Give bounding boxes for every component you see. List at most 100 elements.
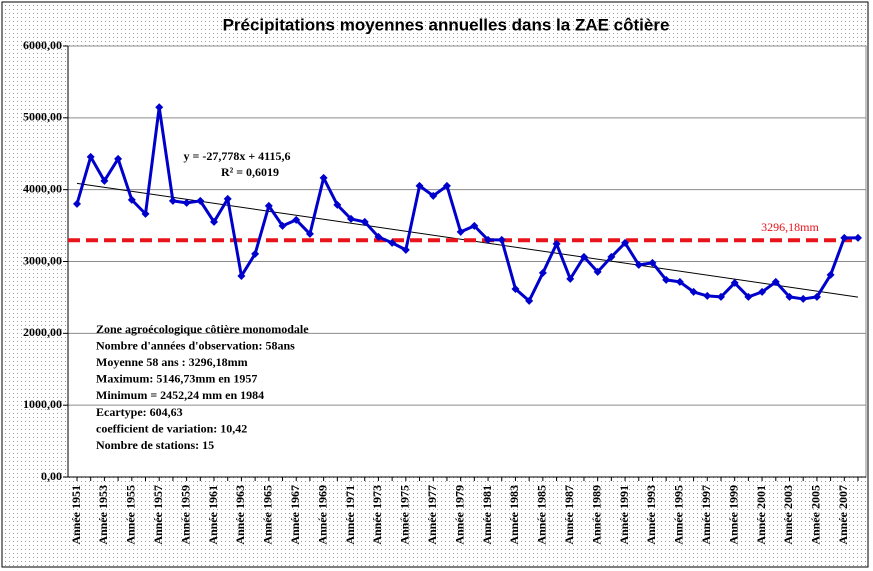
data-marker: [716, 292, 725, 301]
data-marker: [840, 233, 849, 242]
x-tick-label: Année 1981: [480, 485, 494, 545]
x-tick-label: Année 1997: [699, 485, 713, 545]
data-marker: [388, 238, 397, 247]
annotation: Ecartype: 604,63: [96, 405, 183, 419]
data-marker: [86, 152, 95, 161]
x-tick-label: Année 1999: [726, 485, 740, 545]
annotation: Moyenne 58 ans : 3296,18mm: [96, 355, 248, 369]
data-marker: [689, 287, 698, 296]
data-marker: [237, 271, 246, 280]
data-marker: [634, 260, 643, 269]
x-tick-label: Année 1973: [370, 485, 384, 545]
x-tick-label: Année 1987: [562, 485, 576, 545]
x-tick-label: Année 2005: [809, 485, 823, 545]
data-marker: [785, 292, 794, 301]
data-marker: [210, 217, 219, 226]
data-marker: [360, 217, 369, 226]
data-marker: [812, 292, 821, 301]
x-tick-label: Année 1955: [124, 485, 138, 545]
data-marker: [319, 173, 328, 182]
x-tick-label: Année 1953: [96, 485, 110, 545]
y-tick-label: 3000,00: [23, 253, 62, 267]
data-marker: [196, 196, 205, 205]
data-marker: [525, 296, 534, 305]
x-tick-label: Année 1983: [507, 485, 521, 545]
data-marker: [347, 214, 356, 223]
data-marker: [182, 198, 191, 207]
data-marker: [456, 227, 465, 236]
x-tick-label: Année 1989: [589, 485, 603, 545]
data-marker: [333, 200, 342, 209]
x-tick-label: Année 2001: [754, 485, 768, 545]
data-marker: [470, 221, 479, 230]
data-marker: [593, 267, 602, 276]
data-marker: [511, 284, 520, 293]
data-marker: [292, 215, 301, 224]
x-tick-label: Année 1991: [617, 485, 631, 545]
chart-title: Précipitations moyennes annuelles dans l…: [223, 15, 670, 34]
data-line: [75, 105, 858, 303]
data-marker: [607, 252, 616, 261]
data-marker: [799, 294, 808, 303]
y-tick-label: 0,00: [41, 469, 62, 483]
data-marker: [168, 196, 177, 205]
mean-label: 3296,18mm: [761, 220, 819, 234]
x-tick-label: Année 1977: [425, 485, 439, 545]
annotation: Nombre d'années d'observation: 58ans: [96, 338, 295, 352]
data-marker: [100, 176, 109, 185]
y-tick-label: 2000,00: [23, 325, 62, 339]
annotation: Zone agroécologique côtière monomodale: [96, 322, 309, 336]
data-marker: [141, 209, 150, 218]
y-tick-label: 6000,00: [23, 38, 62, 52]
x-tick-label: Année 2003: [781, 485, 795, 545]
annotation: Maximum: 5146,73mm en 1957: [96, 372, 257, 386]
trend-equation: y = -27,778x + 4115,6: [183, 149, 290, 163]
data-marker: [854, 233, 862, 242]
data-marker: [127, 195, 136, 204]
data-marker: [264, 201, 273, 210]
data-marker: [401, 245, 410, 254]
data-marker: [552, 239, 561, 248]
data-marker: [662, 275, 671, 284]
x-tick-label: Année 1957: [151, 485, 165, 545]
x-tick-label: Année 1979: [452, 485, 466, 545]
x-tick-label: Année 1985: [535, 485, 549, 545]
x-tick-label: Année 1961: [206, 485, 220, 545]
y-tick-label: 4000,00: [23, 181, 62, 195]
x-tick-label: Année 1993: [644, 485, 658, 545]
x-tick-label: Année 1959: [178, 485, 192, 545]
x-tick-label: Année 2007: [836, 485, 850, 545]
x-tick-label: Année 1967: [288, 485, 302, 545]
trend-r2: R² = 0,6019: [221, 165, 279, 179]
data-marker: [278, 221, 287, 230]
data-marker: [155, 103, 164, 112]
x-tick-label: Année 1995: [672, 485, 686, 545]
x-tick-label: Année 1971: [343, 485, 357, 545]
y-tick-label: 1000,00: [23, 397, 62, 411]
x-tick-label: Année 1969: [315, 485, 329, 545]
data-marker: [621, 238, 630, 247]
data-marker: [579, 252, 588, 261]
data-marker: [442, 181, 451, 190]
data-marker: [251, 249, 260, 258]
annotation: Nombre de stations: 15: [96, 438, 214, 452]
data-marker: [758, 287, 767, 296]
data-marker: [114, 154, 123, 163]
x-tick-label: Année 1975: [398, 485, 412, 545]
y-tick-label: 5000,00: [23, 110, 62, 124]
data-marker: [429, 191, 438, 200]
x-tick-label: Année 1963: [233, 485, 247, 545]
data-marker: [305, 229, 314, 238]
annotation: Minimum = 2452,24 mm en 1984: [96, 388, 264, 402]
data-marker: [675, 277, 684, 286]
data-marker: [73, 199, 81, 208]
x-tick-label: Année 1951: [69, 485, 83, 545]
data-marker: [538, 268, 547, 277]
data-marker: [730, 278, 739, 287]
data-marker: [744, 292, 753, 301]
x-tick-label: Année 1965: [261, 485, 275, 545]
data-marker: [484, 235, 493, 244]
data-marker: [223, 194, 232, 203]
data-marker: [374, 232, 383, 241]
